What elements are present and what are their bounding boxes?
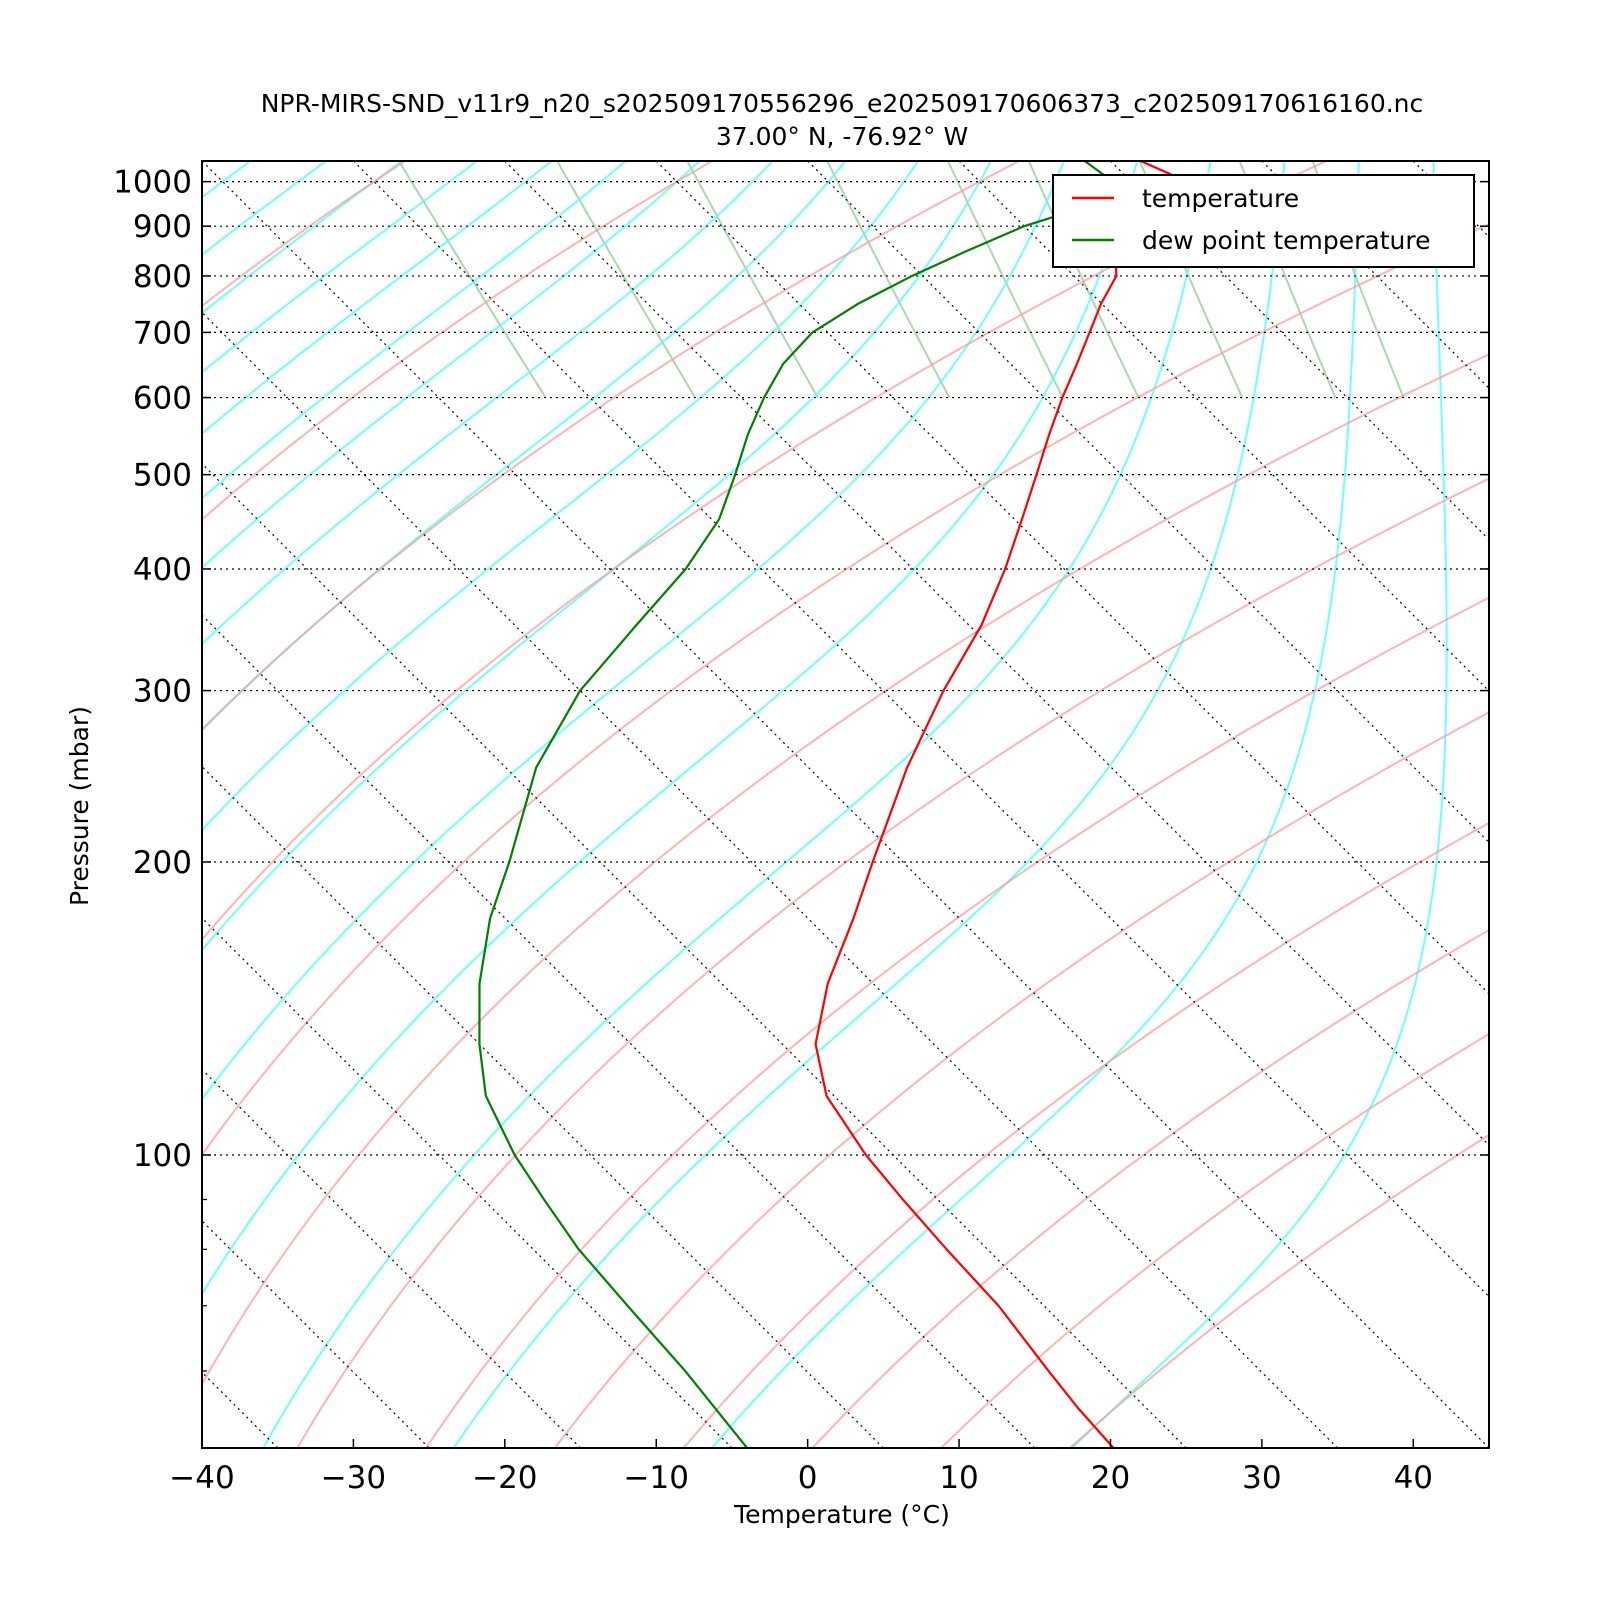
x-axis-label: Temperature (°C) — [733, 1500, 950, 1529]
y-tick-label: 900 — [133, 209, 192, 245]
moist-adiabat-line — [202, 161, 919, 832]
moist-adiabat-line — [202, 161, 992, 952]
moist-adiabat-line — [202, 161, 1065, 1101]
x-tick-label: −40 — [169, 1460, 234, 1496]
legend-box — [1052, 174, 1475, 268]
y-tick-label: 200 — [133, 845, 192, 881]
isotherm-line — [202, 161, 1489, 1448]
moist-adiabat-line — [202, 161, 774, 646]
dry-adiabat-line — [202, 353, 1489, 1387]
moist-adiabat-line — [202, 161, 627, 500]
moist-adiabat-line — [262, 161, 1212, 1448]
y-tick-label: 800 — [133, 259, 192, 295]
isotherm-line — [202, 1371, 279, 1448]
moist-adiabat-line — [202, 161, 403, 315]
x-tick-label: 10 — [939, 1460, 978, 1496]
y-axis-label: Pressure (mbar) — [65, 706, 94, 906]
x-axis-ticks: −40 −30 −20 −10 0 10 20 30 40 — [169, 1439, 1433, 1496]
moist-adiabat-line — [202, 161, 327, 257]
moist-adiabat-line — [202, 161, 553, 435]
mixing-ratio-line — [826, 161, 951, 399]
dry-adiabat-lines — [202, 161, 1489, 1448]
dry-adiabat-line — [202, 161, 1020, 731]
y-tick-label: 100 — [133, 1138, 192, 1174]
isotherm-line — [202, 311, 1339, 1448]
x-tick-label: −10 — [624, 1460, 689, 1496]
mixing-ratio-line — [947, 161, 1064, 399]
dry-adiabat-line — [202, 223, 1489, 1157]
dry-adiabat-line — [553, 711, 1489, 1448]
mixing-ratio-line — [397, 161, 547, 399]
isobar-grid-lines — [202, 181, 1489, 1156]
y-tick-label: 700 — [133, 315, 192, 351]
plot-area — [0, 161, 1600, 1448]
legend-dewpoint-label: dew point temperature — [1142, 226, 1431, 255]
x-tick-label: −20 — [472, 1460, 537, 1496]
isotherm-line — [1261, 161, 1489, 389]
moist-adiabat-line — [202, 161, 478, 374]
legend-temperature-label: temperature — [1142, 184, 1299, 213]
chart-subtitle: 37.00° N, -76.92° W — [716, 122, 968, 151]
mixing-ratio-line — [556, 161, 697, 399]
isotherm-line — [352, 161, 1489, 1298]
isotherm-line — [1565, 161, 1600, 1448]
legend: temperature dew point temperature — [1052, 174, 1475, 268]
dry-adiabat-line — [202, 161, 406, 308]
dry-adiabat-line — [202, 161, 1327, 942]
mixing-ratio-line — [686, 161, 819, 399]
x-tick-label: 20 — [1091, 1460, 1130, 1496]
y-axis-ticks: 100 200 300 400 500 600 700 800 900 1000 — [113, 165, 1489, 1372]
dry-adiabat-line — [425, 596, 1489, 1448]
series-lines — [478, 161, 1189, 1448]
moist-adiabat-line — [202, 161, 847, 732]
y-tick-label: 1000 — [113, 165, 192, 201]
moist-adiabat-line — [1071, 161, 1448, 1448]
moist-adiabat-line — [202, 161, 701, 570]
y-tick-label: 600 — [133, 381, 192, 417]
isotherm-line — [655, 161, 1489, 995]
y-tick-label: 500 — [133, 458, 192, 494]
isotherm-line — [202, 462, 1187, 1448]
dry-adiabat-line — [296, 477, 1489, 1448]
x-tick-label: 0 — [798, 1460, 818, 1496]
x-tick-label: −30 — [321, 1460, 386, 1496]
moist-adiabat-line — [202, 161, 251, 199]
dry-adiabat-line — [1069, 1133, 1489, 1448]
x-tick-label: 30 — [1242, 1460, 1281, 1496]
isotherm-line — [0, 161, 126, 1448]
isotherm-line — [958, 161, 1489, 692]
dry-adiabat-line — [682, 821, 1489, 1448]
isotherm-lines — [0, 161, 1600, 1448]
y-tick-label: 400 — [133, 552, 192, 588]
x-tick-label: 40 — [1394, 1460, 1433, 1496]
moist-adiabat-line — [202, 161, 1139, 1296]
dry-adiabat-line — [202, 161, 713, 521]
isotherm-line — [1110, 161, 1489, 541]
y-tick-label: 300 — [133, 674, 192, 710]
dry-adiabat-line — [811, 928, 1489, 1448]
plot-frame — [201, 160, 1490, 1449]
dewpoint-line — [478, 161, 1115, 1448]
chart-title: NPR-MIRS-SND_v11r9_n20_s202509170556296_… — [261, 89, 1424, 118]
isotherm-line — [202, 917, 733, 1448]
